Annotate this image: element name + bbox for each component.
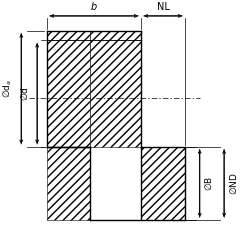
Polygon shape [90,30,141,40]
Text: $\emptyset$B: $\emptyset$B [203,176,214,191]
Polygon shape [141,147,185,220]
Text: $\emptyset$d: $\emptyset$d [20,86,30,101]
Text: $\emptyset$d$_a$: $\emptyset$d$_a$ [2,79,14,98]
Polygon shape [90,40,141,147]
Text: $\emptyset$ND: $\emptyset$ND [228,172,239,195]
Polygon shape [47,147,90,220]
Text: b: b [91,2,97,12]
Text: NL: NL [156,2,170,12]
Polygon shape [47,30,90,40]
Polygon shape [47,40,90,147]
